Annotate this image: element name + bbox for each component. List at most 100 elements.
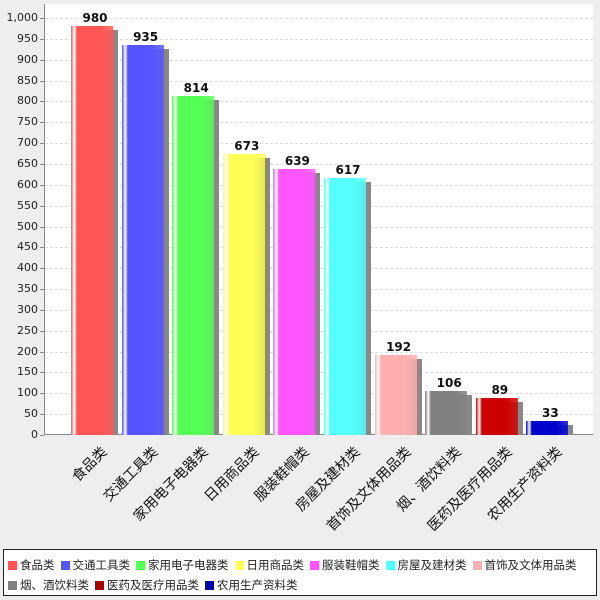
y-tick-label: 550 (17, 198, 38, 212)
legend: 食品类 交通工具类 家用电子电器类 日用商品类 服装鞋帽类 房屋及建材类 首饰及文体用品类 … (3, 549, 597, 596)
y-tick-mark (40, 184, 44, 186)
plot-area: 980 935 814 673 639 617 192 106 89 33 (44, 4, 593, 435)
gridline (45, 163, 593, 165)
y-tick-label: 200 (17, 344, 38, 358)
legend-row-1: 食品类 交通工具类 家用电子电器类 日用商品类 服装鞋帽类 房屋及建材类 首饰及文体用品类 (8, 557, 577, 573)
legend-swatch-icon (8, 580, 17, 590)
y-tick-mark (40, 393, 44, 395)
y-tick-mark (40, 226, 44, 228)
bar-value-label: 673 (234, 139, 260, 154)
bar-value-label: 980 (82, 11, 108, 26)
bar-value-label: 192 (386, 339, 412, 354)
legend-swatch-icon (385, 560, 395, 570)
legend-label: 农用生产资料类 (217, 578, 298, 592)
bar-农用生产资料类[interactable] (526, 421, 569, 435)
legend-item[interactable]: 烟、酒饮料类 (8, 577, 89, 593)
y-tick-label: 1,000 (6, 11, 39, 24)
legend-swatch-icon (8, 560, 17, 570)
legend-item[interactable]: 首饰及文体用品类 (472, 557, 577, 573)
y-tick-label: 700 (17, 136, 38, 150)
gridline (45, 122, 593, 124)
y-tick-mark (40, 80, 44, 82)
bar-value-label: 33 (542, 406, 559, 421)
legend-item[interactable]: 医药及医疗用品类 (95, 577, 199, 593)
y-tick-mark (40, 163, 44, 165)
y-tick-mark (40, 330, 44, 332)
legend-label: 医药及医疗用品类 (107, 578, 199, 592)
legend-label: 烟、酒饮料类 (20, 578, 89, 592)
y-tick-mark (40, 122, 44, 124)
y-tick-label: 650 (17, 156, 38, 170)
y-tick-label: 50 (24, 407, 38, 421)
y-tick-mark (40, 101, 44, 103)
y-tick-mark (40, 143, 44, 145)
y-tick-label: 100 (17, 386, 38, 400)
y-tick-mark (40, 268, 44, 270)
y-tick-label: 350 (17, 282, 38, 296)
legend-item[interactable]: 日用商品类 (234, 557, 305, 573)
y-tick-mark (40, 414, 44, 416)
y-tick-label: 400 (17, 261, 38, 275)
y-tick-label: 500 (17, 219, 38, 233)
bar-家用电子电器类[interactable] (172, 95, 215, 435)
legend-swatch-icon (310, 560, 319, 570)
y-tick-mark (40, 372, 44, 374)
legend-label: 首饰及文体用品类 (484, 558, 577, 572)
legend-label: 服装鞋帽类 (322, 558, 380, 572)
bar-value-label: 617 (335, 162, 361, 177)
legend-label: 交通工具类 (72, 558, 131, 572)
legend-item[interactable]: 农用生产资料类 (205, 577, 298, 593)
legend-swatch-icon (472, 560, 482, 570)
legend-item[interactable]: 房屋及建材类 (385, 557, 467, 573)
legend-label: 房屋及建材类 (397, 558, 467, 572)
y-tick-label: 950 (17, 31, 38, 45)
gridline (45, 38, 593, 40)
y-tick-mark (40, 289, 44, 291)
y-tick-label: 750 (17, 115, 38, 129)
gridline (45, 18, 593, 19)
y-tick-mark (40, 435, 44, 436)
legend-label: 日用商品类 (246, 558, 305, 572)
y-tick-label: 450 (17, 240, 38, 254)
x-tick-label: 食品类 (69, 444, 111, 486)
bar-value-label: 935 (133, 30, 159, 45)
legend-swatch-icon (95, 580, 104, 590)
gridline (45, 101, 593, 103)
bar-value-label: 89 (491, 382, 509, 397)
y-tick-label: 300 (17, 302, 38, 316)
bar-医药及医疗用品类[interactable] (475, 397, 518, 435)
bar-value-label: 814 (183, 80, 209, 95)
gridline (45, 143, 593, 145)
y-tick-mark (40, 247, 44, 249)
legend-item[interactable]: 食品类 (8, 557, 55, 573)
bar-房屋及建材类[interactable] (324, 177, 366, 435)
bar-食品类[interactable] (71, 26, 113, 435)
y-tick-label: 850 (17, 73, 38, 87)
legend-swatch-icon (205, 580, 214, 590)
legend-swatch-icon (136, 560, 145, 570)
bar-value-label: 106 (436, 375, 462, 390)
y-tick-label: 250 (17, 323, 38, 337)
y-tick-mark (40, 18, 44, 19)
legend-row-2: 烟、酒饮料类 医药及医疗用品类 农用生产资料类 (8, 577, 298, 593)
bar-服装鞋帽类[interactable] (273, 168, 316, 435)
legend-swatch-icon (60, 560, 70, 570)
y-tick-mark (40, 351, 44, 353)
y-tick-mark (40, 205, 44, 207)
legend-item[interactable]: 家用电子电器类 (136, 557, 229, 573)
y-tick-mark (40, 38, 44, 40)
bar-日用商品类[interactable] (222, 154, 265, 435)
bar-首饰及文体用品类[interactable] (374, 354, 417, 435)
legend-item[interactable]: 服装鞋帽类 (310, 557, 380, 573)
bar-value-label: 639 (284, 153, 310, 168)
y-tick-mark (40, 59, 44, 61)
legend-item[interactable]: 交通工具类 (60, 557, 131, 573)
legend-label: 食品类 (20, 558, 55, 572)
y-tick-label: 800 (17, 94, 38, 108)
bar-烟、酒饮料类[interactable] (425, 390, 468, 435)
legend-swatch-icon (234, 560, 244, 570)
bar-交通工具类[interactable] (121, 45, 164, 435)
y-tick-label: 0 (31, 428, 38, 441)
legend-label: 家用电子电器类 (148, 558, 229, 572)
y-tick-label: 600 (17, 177, 38, 191)
